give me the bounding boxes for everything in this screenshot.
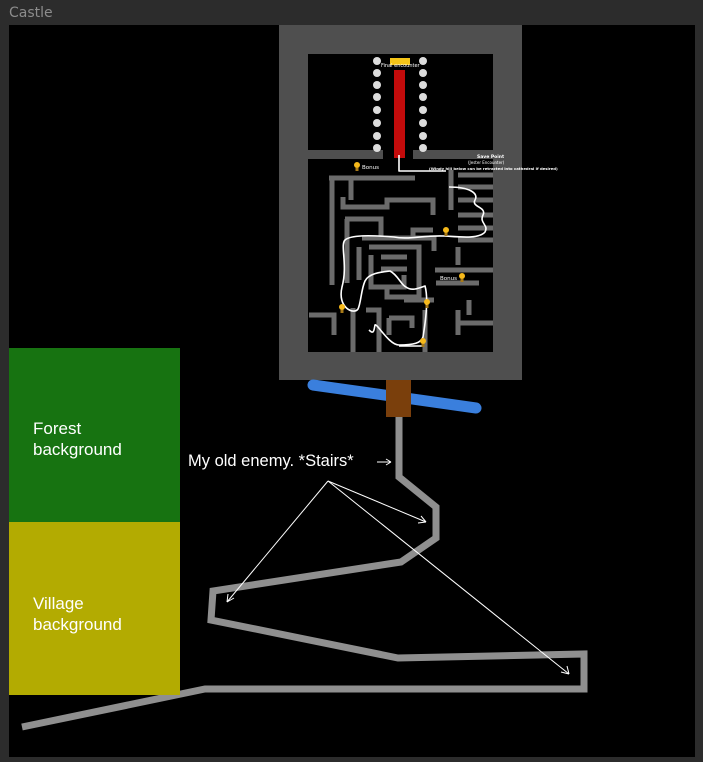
- pillars: [373, 57, 427, 152]
- red-carpet: [394, 70, 405, 158]
- bonus-label: Bonus: [440, 276, 457, 282]
- frame-title[interactable]: Castle: [9, 5, 53, 21]
- throne-room-wall: [308, 150, 383, 159]
- lightbulb-icon: [354, 162, 360, 171]
- forest-background-label: Forest background: [33, 419, 122, 459]
- save-point-subtitle: (Jester Encounter): [468, 160, 505, 165]
- stairs-annotation: My old enemy. *Stairs*: [188, 452, 354, 470]
- route-path: [340, 155, 487, 347]
- lightbulb-icon: [459, 273, 465, 282]
- bonus-label: Bonus: [362, 165, 379, 171]
- castle-door: [386, 380, 411, 417]
- throne: [390, 58, 410, 65]
- village-background-label: Village background: [33, 594, 122, 634]
- lightbulb-icon: [424, 299, 430, 308]
- castle-map: Final encounter: [21, 25, 588, 731]
- save-point-note: (Windy hill below can be retracted into …: [429, 166, 558, 171]
- design-canvas[interactable]: Final encounter: [9, 25, 695, 757]
- stairs-path: [21, 417, 588, 731]
- lightbulb-icon: [339, 304, 345, 313]
- final-encounter-label: Final encounter: [381, 63, 421, 69]
- village-background-block: Village background: [9, 522, 180, 695]
- throne-room-wall: [413, 150, 493, 159]
- save-point-title: Save Point: [477, 154, 505, 160]
- forest-background-block: Forest background: [9, 348, 180, 522]
- lightbulb-icon: [443, 227, 449, 236]
- stairs-arrows: [226, 458, 570, 675]
- lightbulb-icon: [420, 338, 426, 347]
